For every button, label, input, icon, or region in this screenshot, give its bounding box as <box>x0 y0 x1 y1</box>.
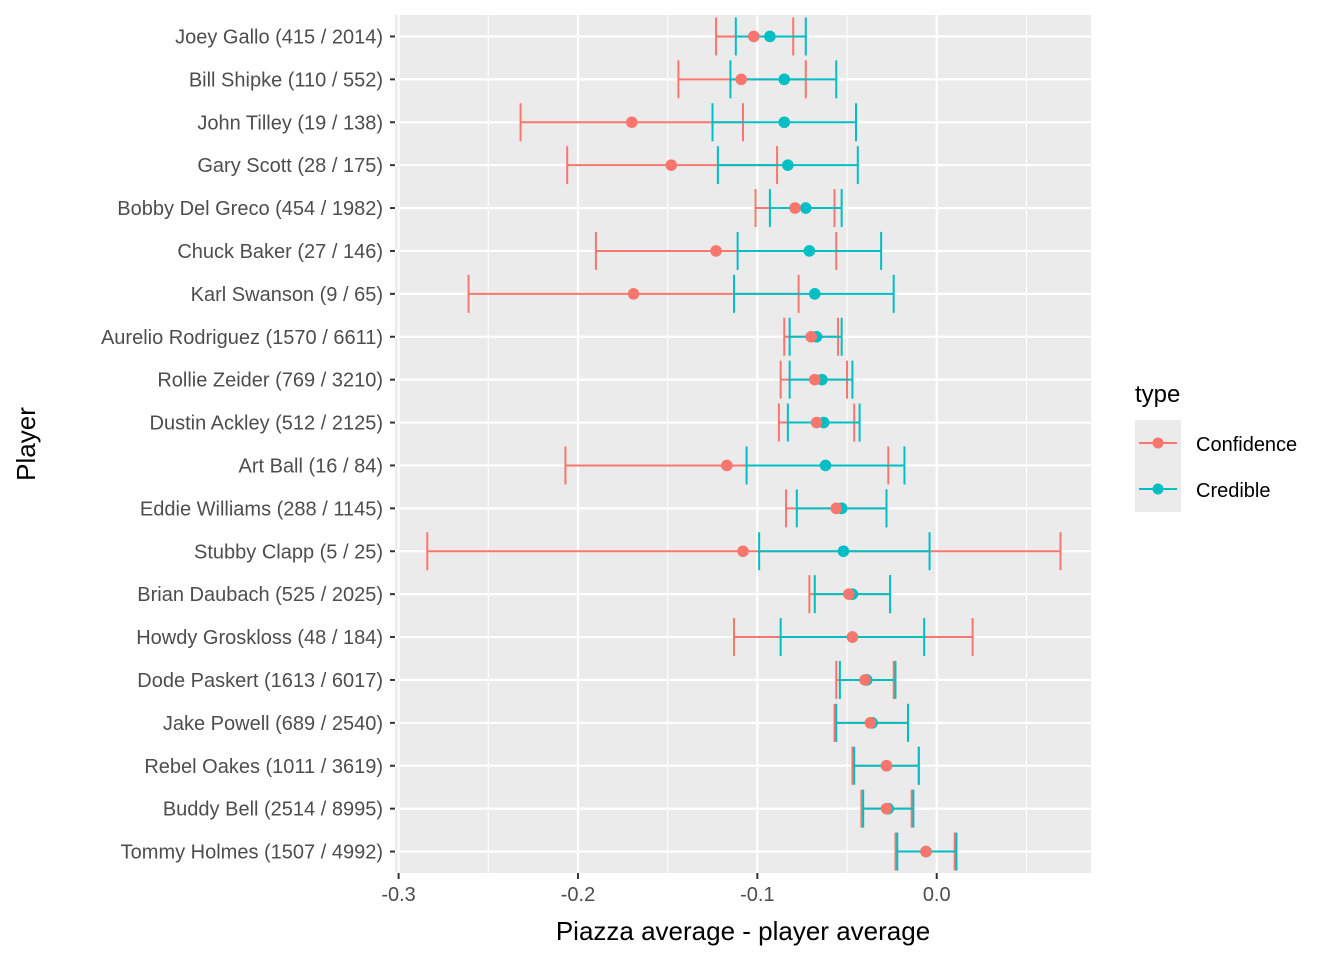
point-credible <box>808 288 821 300</box>
point-confidence <box>846 631 859 643</box>
y-tick-label: Bill Shipke (110 / 552) <box>189 69 383 91</box>
point-confidence <box>710 245 722 257</box>
point-confidence <box>859 674 871 686</box>
point-credible <box>782 159 794 171</box>
error-bars <box>426 17 1062 871</box>
y-axis-title: Player <box>11 407 41 481</box>
y-tick-label: Jake Powell (689 / 2540) <box>163 713 383 735</box>
y-tick-label: Tommy Holmes (1507 / 4992) <box>121 842 383 864</box>
y-tick-label: Rebel Oakes (1011 / 3619) <box>144 756 383 778</box>
legend-title: type <box>1135 381 1180 408</box>
y-tick-label: John Tilley (19 / 138) <box>197 112 383 134</box>
y-tick-label: Dode Paskert (1613 / 6017) <box>137 670 383 692</box>
point-confidence <box>830 502 843 515</box>
point-confidence <box>843 588 855 600</box>
point-confidence <box>880 802 893 815</box>
point-confidence <box>721 459 733 472</box>
series-credible <box>711 17 958 871</box>
y-tick-label: Karl Swanson (9 / 65) <box>191 284 383 306</box>
point-confidence <box>735 73 748 86</box>
point-confidence <box>880 759 893 772</box>
point-confidence <box>789 202 801 214</box>
x-axis-title: Piazza average - player average <box>556 916 930 946</box>
legend-entry-credible: Credible <box>1139 480 1270 502</box>
legend-label-credible: Credible <box>1196 480 1270 502</box>
point-confidence <box>747 30 760 43</box>
point-confidence <box>864 717 877 729</box>
point-confidence <box>920 845 932 858</box>
y-tick-label: Dustin Ackley (512 / 2125) <box>150 413 383 435</box>
point-confidence <box>737 545 749 558</box>
y-tick-label: Howdy Groskloss (48 / 184) <box>136 627 383 649</box>
y-tick-label: Buddy Bell (2514 / 8995) <box>163 799 383 821</box>
point-credible <box>778 73 791 86</box>
point-confidence <box>665 159 678 171</box>
y-tick-label: Joey Gallo (415 / 2014) <box>175 26 383 48</box>
legend-key-point-credible <box>1152 483 1164 495</box>
x-tick-label: 0.0 <box>923 884 951 906</box>
point-credible <box>764 30 776 43</box>
point-credible <box>799 202 812 214</box>
y-tick-label: Gary Scott (28 / 175) <box>197 155 383 177</box>
point-confidence <box>808 373 821 386</box>
legend-key-point-confidence <box>1152 437 1164 449</box>
legend-key-background <box>1135 420 1181 512</box>
point-confidence <box>625 116 638 129</box>
legend-entry-confidence: Confidence <box>1139 434 1297 456</box>
point-confidence <box>810 416 823 429</box>
y-tick-label: Aurelio Rodriguez (1570 / 6611) <box>101 327 383 349</box>
x-tick-label: -0.1 <box>740 884 774 906</box>
point-confidence <box>627 288 640 300</box>
point-credible <box>837 545 850 558</box>
y-axis: Joey Gallo (415 / 2014) Bill Shipke (110 … <box>101 26 395 864</box>
point-credible <box>778 116 791 129</box>
y-tick-label: Brian Daubach (525 / 2025) <box>137 584 383 606</box>
x-tick-label: -0.3 <box>381 884 415 906</box>
point-confidence <box>805 330 817 343</box>
y-tick-label: Chuck Baker (27 / 146) <box>177 241 383 263</box>
y-tick-label: Art Ball (16 / 84) <box>238 455 383 477</box>
legend-label-confidence: Confidence <box>1196 434 1297 456</box>
y-tick-label: Stubby Clapp (5 / 25) <box>194 541 383 563</box>
x-axis: -0.3 -0.2 -0.1 0.0 <box>381 873 951 906</box>
y-tick-label: Eddie Williams (288 / 1145) <box>140 498 383 520</box>
y-tick-label: Bobby Del Greco (454 / 1982) <box>117 198 383 220</box>
points-confidence <box>625 30 932 858</box>
legend: type Confidence Credible <box>1135 381 1297 512</box>
point-credible <box>819 459 832 472</box>
plot-panel <box>395 15 1091 873</box>
x-tick-label: -0.2 <box>561 884 595 906</box>
y-tick-label: Rollie Zeider (769 / 3210) <box>157 370 383 392</box>
point-credible <box>803 245 816 257</box>
